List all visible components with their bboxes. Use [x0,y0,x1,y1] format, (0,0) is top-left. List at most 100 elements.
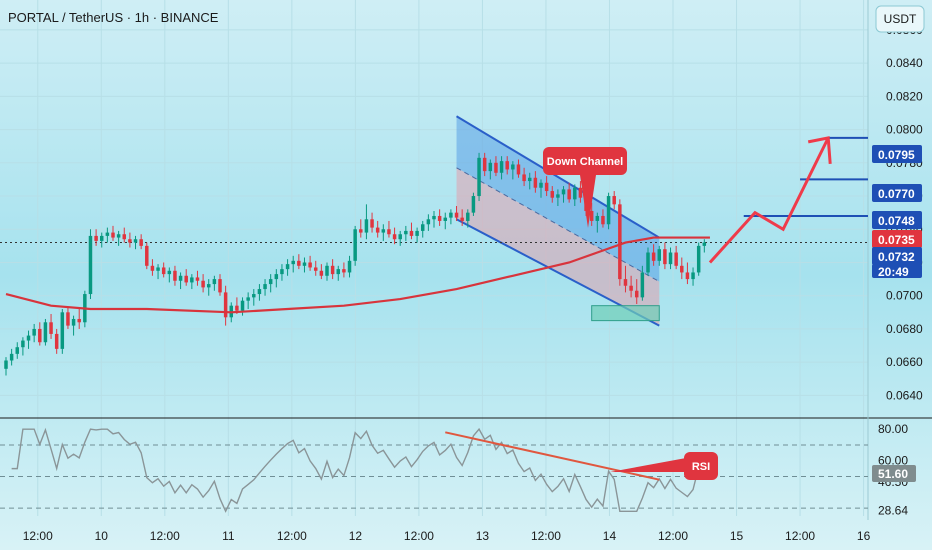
candle-body [4,360,8,369]
candle [550,186,555,203]
candle [49,313,53,339]
candle [195,270,200,286]
candle-body [71,318,76,326]
candle [685,262,690,285]
candle [640,265,645,301]
candle-body [359,229,363,233]
candle-body [94,235,98,241]
price-tag-label: 0.0770 [878,187,915,201]
time-tick-label: 14 [603,529,617,543]
candle-body [235,305,239,311]
candle [511,161,515,180]
price-tag [872,211,922,229]
candle-body [477,157,481,197]
time-tick-label: 12:00 [531,529,561,543]
candle-body [578,187,583,198]
candle [482,152,487,177]
candle-body [133,239,138,243]
candle-body [313,267,318,271]
candle-body [409,230,414,236]
candle [437,209,442,226]
price-tick-label: 0.0800 [886,123,923,137]
candle [674,245,678,270]
candle [449,209,453,225]
candle-body [471,196,476,213]
candle [488,159,493,180]
candle [26,330,31,349]
candle [539,179,543,198]
candle [426,214,431,231]
candle [499,156,504,180]
candle [696,242,701,276]
candle [145,242,149,270]
candle [375,220,380,238]
candle-body [651,252,656,261]
time-tick-label: 12:00 [404,529,434,543]
price-tag-label: 0.0748 [878,214,915,228]
candle-body [150,265,155,271]
candle [330,259,335,280]
candle [353,225,357,266]
currency-button[interactable]: USDT [875,5,925,33]
candle-body [674,252,678,266]
candle-body [15,347,20,354]
candle [167,267,172,283]
candle [578,181,583,203]
candle-body [285,264,290,270]
candle [618,199,622,286]
candle-body [43,322,48,343]
price-tag [872,230,922,248]
candle [573,184,577,206]
candle [454,206,459,221]
rsi-panel [0,427,868,513]
candle-body [38,328,42,343]
candle-body [488,162,493,172]
candle-body [691,272,695,280]
candle-body [246,297,250,301]
candle-body [167,270,172,275]
candle [21,337,25,356]
currency-button-label: USDT [884,12,917,26]
candle [601,209,605,228]
candle-body [347,260,352,273]
channel-lower-fill [456,167,660,326]
projection-path [708,137,830,264]
time-tick-label: 12:00 [277,529,307,543]
candle [297,254,301,270]
price-tag-label: 20:49 [878,265,909,279]
candle [398,230,402,246]
candle [105,227,110,243]
candle [387,220,391,238]
candle-body [291,260,295,265]
candle [94,229,98,246]
candle [516,159,521,178]
candle [43,318,48,346]
candles [4,152,707,376]
candle [66,307,70,329]
candle-body [494,162,498,173]
price-tag [872,145,922,163]
candle-body [420,224,425,231]
candle-body [218,279,222,293]
candle-body [646,252,650,273]
candle-body [426,219,431,225]
candle-body [297,260,301,266]
candle-body [443,217,448,221]
candle-body [268,279,273,285]
candle [206,279,211,296]
candle-body [415,230,419,236]
candle-body [522,174,526,182]
candle [156,264,160,280]
time-tick-label: 12:00 [23,529,53,543]
candle [359,219,363,238]
candle [629,275,633,298]
candle [15,342,20,359]
price-tick-label: 0.0680 [886,322,923,336]
candle-body [99,235,104,241]
candle [88,229,93,300]
candle [122,227,127,243]
candle-body [685,272,690,280]
candle-body [527,177,532,182]
